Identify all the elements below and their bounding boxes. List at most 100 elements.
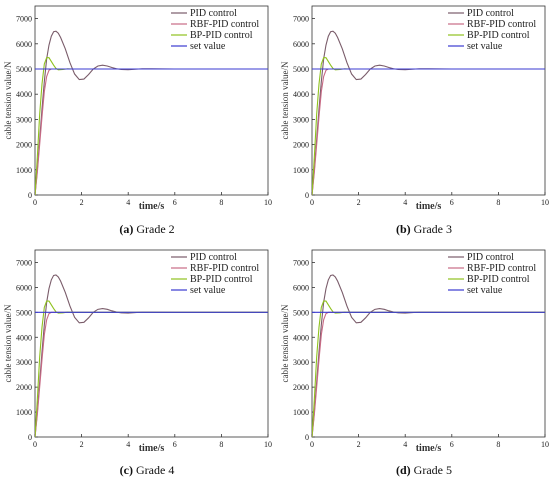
plot-frame bbox=[311, 249, 546, 438]
chart-panel-4: 0 1000 2000 3000 4000 5000 6000 7000 0 2 4 6 8 10 time… bbox=[280, 249, 549, 477]
legend-label: set value bbox=[190, 285, 226, 296]
y-tick-label: 5000 bbox=[16, 65, 32, 74]
y-tick-label: 4000 bbox=[16, 333, 32, 342]
panel-caption: (c) Grade 4 bbox=[120, 463, 175, 477]
x-tick-label: 2 bbox=[357, 198, 361, 207]
y-tick-label: 6000 bbox=[293, 283, 309, 292]
x-axis-label: time/s bbox=[139, 201, 165, 212]
x-tick-label: 6 bbox=[450, 198, 454, 207]
legend-label: RBF-PID control bbox=[467, 263, 536, 274]
y-tick-label: 2000 bbox=[293, 141, 309, 150]
legend-label: RBF-PID control bbox=[467, 19, 536, 30]
legend-label: PID control bbox=[467, 252, 514, 263]
x-tick-label: 8 bbox=[219, 198, 223, 207]
y-tick-label: 3000 bbox=[16, 358, 32, 367]
y-tick-label: 1000 bbox=[16, 408, 32, 417]
x-tick-label: 6 bbox=[173, 198, 177, 207]
x-tick-label: 8 bbox=[496, 440, 500, 449]
x-axis-label: time/s bbox=[416, 201, 442, 212]
y-tick-label: 5000 bbox=[16, 308, 32, 317]
series-line-bp-pid-control bbox=[312, 57, 545, 195]
legend-label: BP-PID control bbox=[467, 30, 530, 41]
x-tick-label: 8 bbox=[219, 440, 223, 449]
y-axis-label: cable tension value/N bbox=[3, 61, 13, 139]
y-tick-label: 3000 bbox=[293, 358, 309, 367]
y-tick-label: 1000 bbox=[16, 166, 32, 175]
legend-label: BP-PID control bbox=[190, 30, 253, 41]
series-line-pid-control bbox=[312, 30, 545, 195]
series-line-pid-control bbox=[35, 274, 268, 437]
legend-label: RBF-PID control bbox=[190, 19, 259, 30]
y-tick-label: 2000 bbox=[16, 383, 32, 392]
x-tick-label: 10 bbox=[541, 198, 549, 207]
panel-caption: (b) Grade 3 bbox=[396, 222, 452, 236]
series-line-bp-pid-control bbox=[35, 300, 268, 437]
legend-label: set value bbox=[467, 285, 503, 296]
y-tick-label: 3000 bbox=[293, 115, 309, 124]
x-tick-label: 2 bbox=[80, 198, 84, 207]
series-line-bp-pid-control bbox=[35, 57, 268, 195]
y-tick-label: 6000 bbox=[16, 283, 32, 292]
panel-caption: (d) Grade 5 bbox=[396, 463, 452, 477]
plot-frame bbox=[311, 5, 546, 196]
y-tick-label: 5000 bbox=[293, 65, 309, 74]
legend-label: PID control bbox=[467, 8, 514, 19]
caption-letter: (a) bbox=[119, 222, 133, 236]
chart-panel-2: 0 1000 2000 3000 4000 5000 6000 7000 0 2 4 6 8 10 time… bbox=[280, 5, 549, 236]
x-tick-label: 4 bbox=[403, 198, 407, 207]
legend-label: RBF-PID control bbox=[190, 263, 259, 274]
y-tick-label: 7000 bbox=[293, 258, 309, 267]
panel-caption: (a) Grade 2 bbox=[119, 222, 174, 236]
x-tick-label: 4 bbox=[126, 440, 130, 449]
x-tick-label: 0 bbox=[310, 198, 314, 207]
legend-label: BP-PID control bbox=[190, 274, 253, 285]
legend-label: BP-PID control bbox=[467, 274, 530, 285]
y-axis-label: cable tension value/N bbox=[280, 61, 290, 139]
y-tick-label: 0 bbox=[28, 191, 32, 200]
caption-letter: (b) bbox=[396, 222, 411, 236]
y-tick-label: 4000 bbox=[293, 90, 309, 99]
x-tick-label: 0 bbox=[310, 440, 314, 449]
y-tick-label: 1000 bbox=[293, 166, 309, 175]
y-tick-label: 6000 bbox=[16, 40, 32, 49]
plot-frame bbox=[34, 249, 269, 438]
y-tick-label: 6000 bbox=[293, 40, 309, 49]
x-tick-label: 6 bbox=[173, 440, 177, 449]
plot-frame bbox=[34, 5, 269, 196]
caption-text: Grade 4 bbox=[133, 463, 174, 477]
x-tick-label: 2 bbox=[357, 440, 361, 449]
y-tick-label: 0 bbox=[305, 191, 309, 200]
chart-panel-3: 0 1000 2000 3000 4000 5000 6000 7000 0 2 4 6 8 10 time… bbox=[3, 249, 272, 477]
y-tick-label: 4000 bbox=[293, 333, 309, 342]
x-tick-label: 10 bbox=[264, 440, 272, 449]
y-axis-label: cable tension value/N bbox=[3, 304, 13, 382]
y-tick-label: 4000 bbox=[16, 90, 32, 99]
caption-text: Grade 5 bbox=[411, 463, 452, 477]
series-line-pid-control bbox=[312, 274, 545, 437]
series-line-rbf-pid-control bbox=[35, 68, 268, 195]
x-tick-label: 4 bbox=[403, 440, 407, 449]
series-line-rbf-pid-control bbox=[35, 311, 268, 437]
x-axis-label: time/s bbox=[139, 443, 165, 454]
y-tick-label: 0 bbox=[28, 433, 32, 442]
y-tick-label: 3000 bbox=[16, 115, 32, 124]
x-tick-label: 2 bbox=[80, 440, 84, 449]
series-line-pid-control bbox=[35, 30, 268, 195]
x-tick-label: 0 bbox=[33, 440, 37, 449]
y-tick-label: 0 bbox=[305, 433, 309, 442]
series-line-rbf-pid-control bbox=[312, 311, 545, 437]
legend-label: set value bbox=[190, 41, 226, 52]
chart-panel-1: 0 1000 2000 3000 4000 5000 6000 7000 0 2 4 6 8 10 time… bbox=[3, 5, 272, 236]
legend-label: set value bbox=[467, 41, 503, 52]
series-line-rbf-pid-control bbox=[312, 68, 545, 195]
x-tick-label: 10 bbox=[541, 440, 549, 449]
y-tick-label: 2000 bbox=[293, 383, 309, 392]
y-tick-label: 1000 bbox=[293, 408, 309, 417]
x-axis-label: time/s bbox=[416, 443, 442, 454]
y-tick-label: 7000 bbox=[293, 15, 309, 24]
y-axis-label: cable tension value/N bbox=[280, 304, 290, 382]
x-tick-label: 6 bbox=[450, 440, 454, 449]
caption-text: Grade 3 bbox=[411, 222, 452, 236]
y-tick-label: 2000 bbox=[16, 141, 32, 150]
